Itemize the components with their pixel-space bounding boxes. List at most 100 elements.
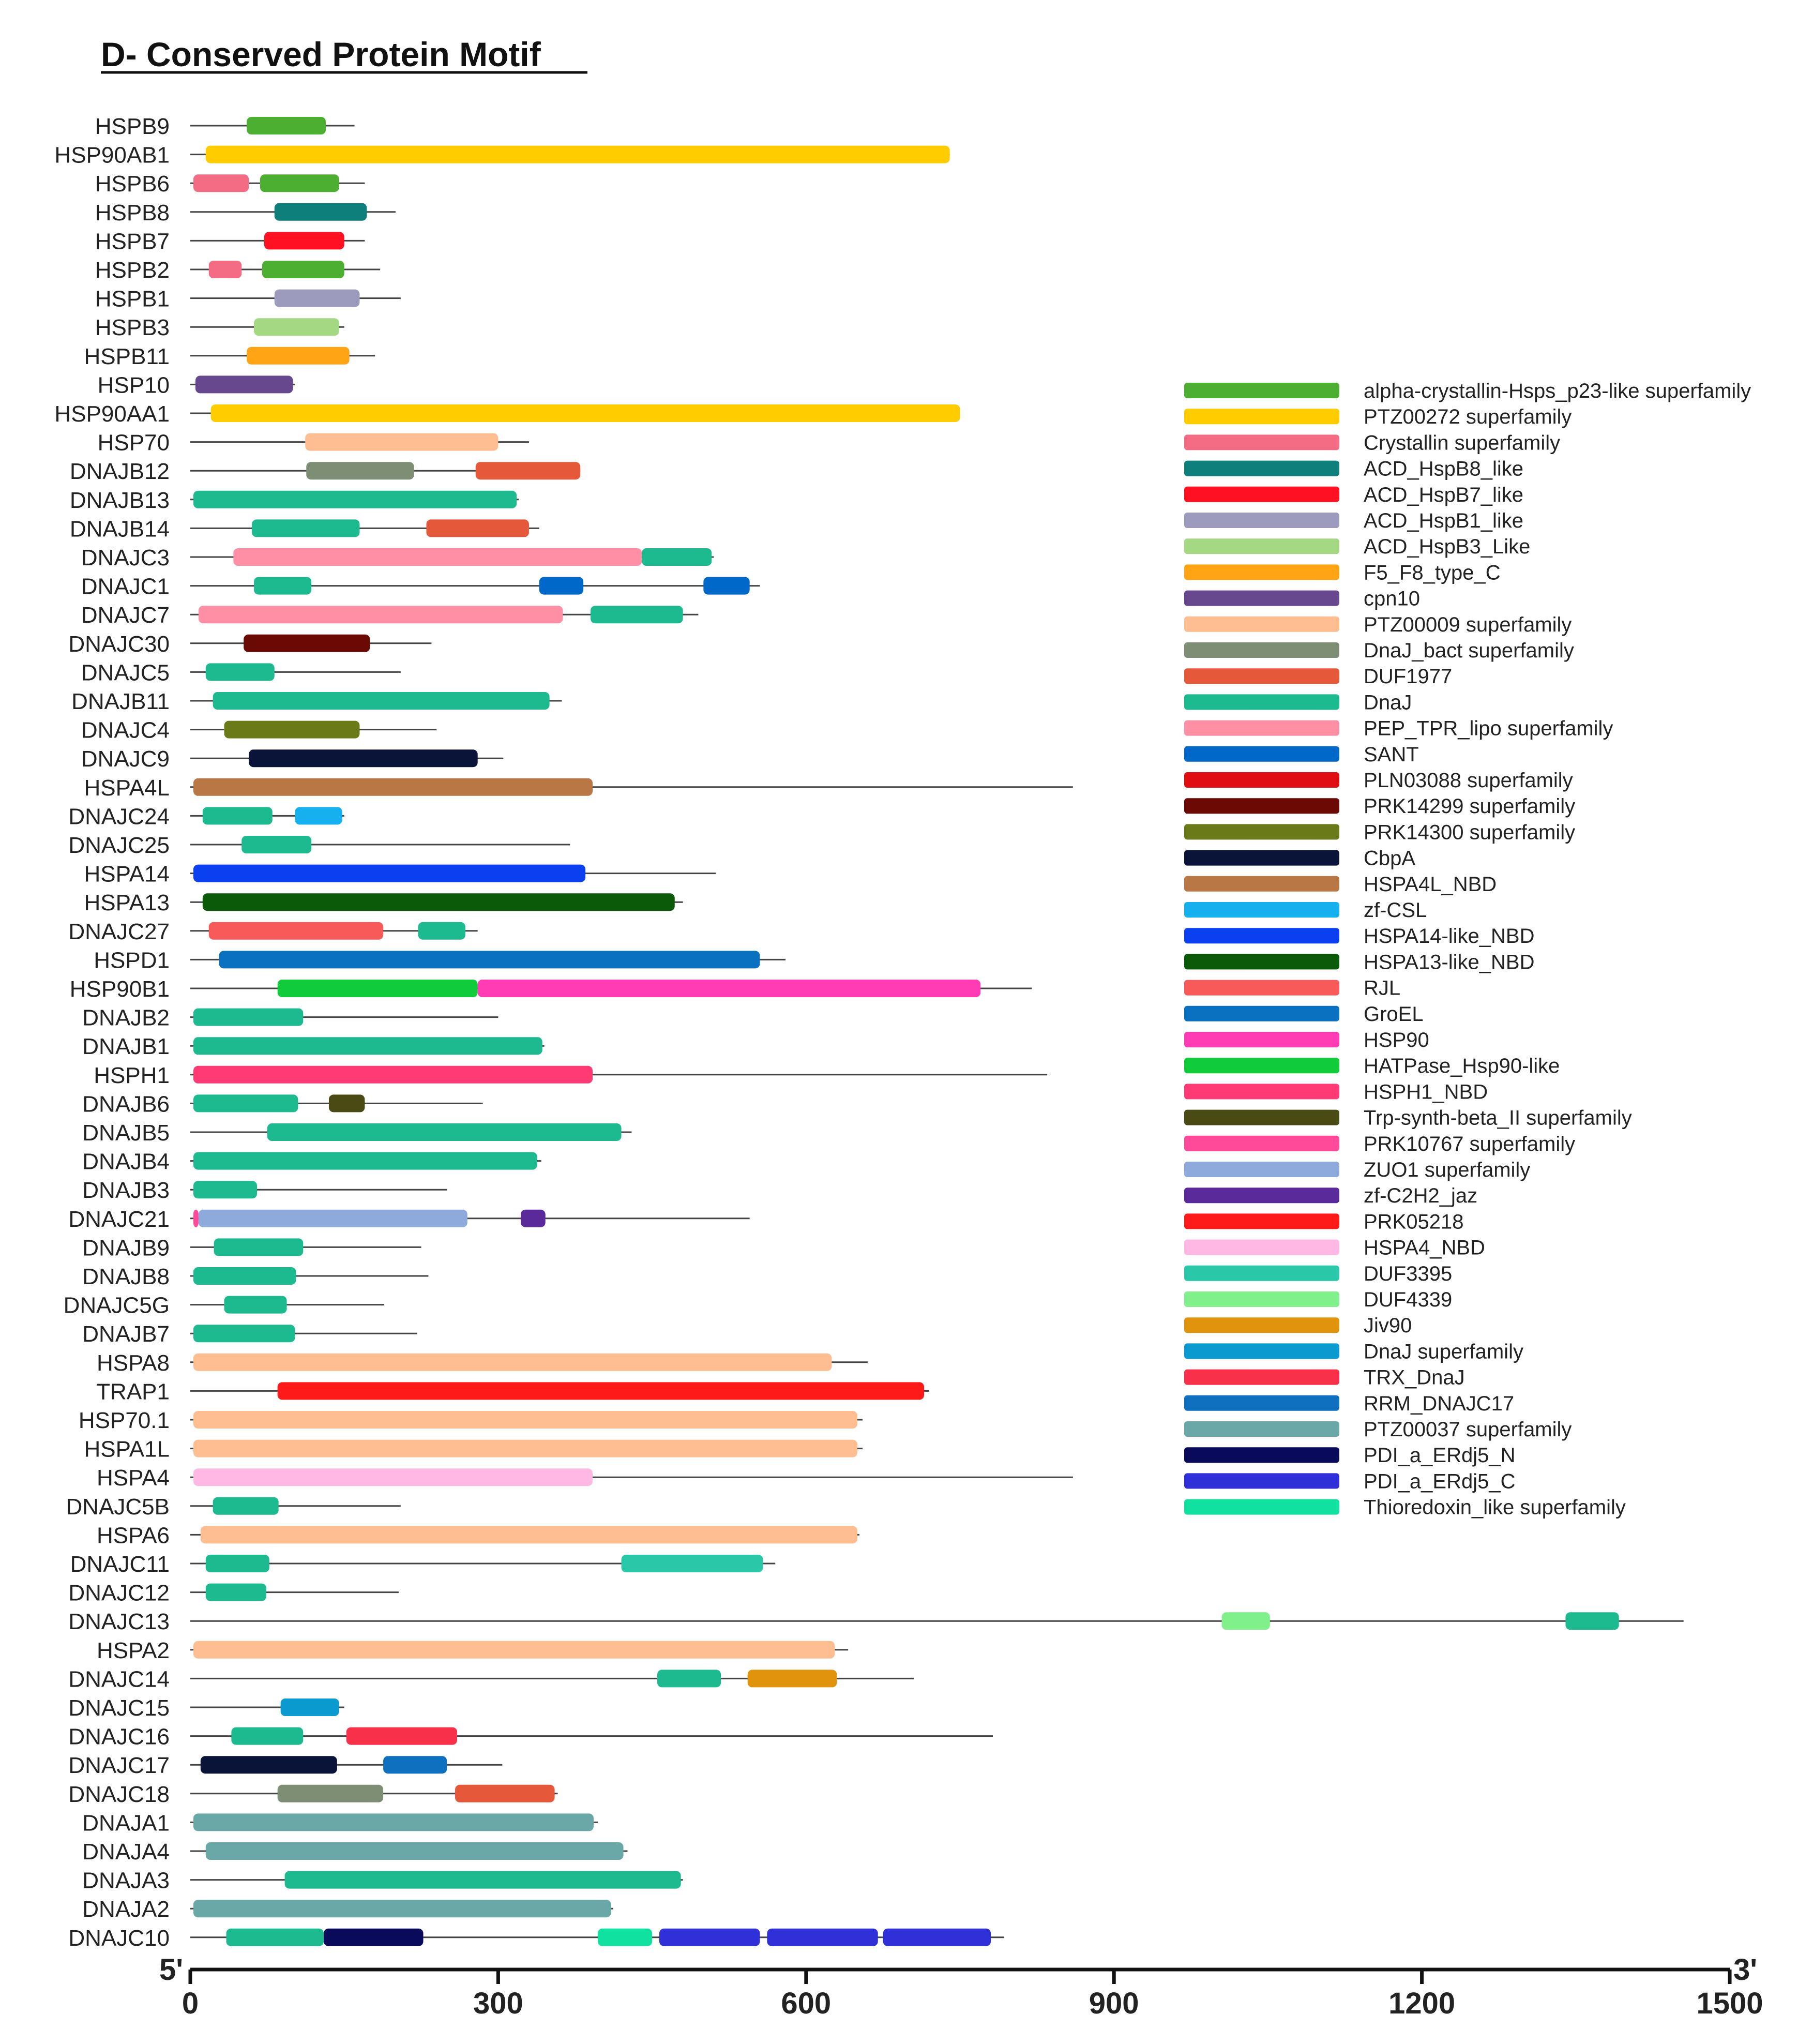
- protein-row: DNAJC12: [68, 1581, 399, 1606]
- legend-swatch: [1184, 1188, 1339, 1204]
- legend-swatch: [1184, 486, 1339, 502]
- protein-label: HSPB1: [95, 287, 170, 312]
- protein-label: HSPA6: [97, 1523, 170, 1548]
- domain-bar: [205, 663, 275, 681]
- legend-item: PTZ00009 superfamily: [1184, 613, 1572, 636]
- domain-bar: [193, 1900, 611, 1918]
- domain-bar: [193, 1411, 858, 1429]
- legend-label: DnaJ superfamily: [1364, 1340, 1523, 1363]
- domain-bar: [193, 1325, 295, 1343]
- legend-item: DUF3395: [1184, 1263, 1452, 1285]
- protein-row: TRAP1: [96, 1379, 929, 1404]
- legend-swatch: [1184, 824, 1339, 840]
- domain-bar: [305, 433, 498, 451]
- protein-label: DNAJC3: [81, 545, 170, 570]
- protein-label: DNAJC5: [81, 660, 170, 685]
- domain-bar: [198, 606, 563, 624]
- legend-item: ZUO1 superfamily: [1184, 1159, 1530, 1181]
- protein-label: HSPA8: [97, 1350, 170, 1376]
- protein-row: DNAJC13: [68, 1609, 1684, 1634]
- protein-row: DNAJC7: [81, 603, 699, 628]
- protein-label: HSP10: [98, 372, 170, 398]
- protein-label: DNAJA2: [82, 1897, 170, 1922]
- protein-label: HSPB6: [95, 171, 170, 197]
- legend-swatch: [1184, 590, 1339, 606]
- legend-label: Thioredoxin_like superfamily: [1364, 1496, 1626, 1519]
- domain-bar: [418, 922, 465, 940]
- protein-label: DNAJB9: [82, 1235, 170, 1260]
- domain-bar: [280, 1699, 339, 1716]
- domain-bar: [539, 577, 584, 595]
- protein-row: HSPA8: [97, 1350, 868, 1376]
- legend-label: CbpA: [1364, 847, 1415, 870]
- protein-label: DNAJA3: [82, 1868, 170, 1893]
- protein-label: HSP90AB1: [54, 143, 170, 168]
- domain-bar: [703, 577, 750, 595]
- legend-swatch: [1184, 1291, 1339, 1307]
- protein-row: HSPB9: [95, 114, 355, 139]
- protein-label: HSP90B1: [70, 976, 170, 1002]
- legend-label: SANT: [1364, 743, 1419, 766]
- domain-bar: [213, 1497, 279, 1515]
- protein-label: DNAJB4: [82, 1149, 170, 1175]
- domain-bar: [767, 1928, 878, 1946]
- axis-tick-label: 1200: [1388, 1987, 1455, 2020]
- legend-swatch: [1184, 1343, 1339, 1359]
- domain-bar: [193, 1439, 858, 1457]
- domain-bar: [202, 893, 675, 911]
- chart-title: D- Conserved Protein Motif: [101, 35, 541, 73]
- legend-label: HSPH1_NBD: [1364, 1080, 1488, 1103]
- legend-swatch: [1184, 746, 1339, 762]
- legend-label: PTZ00009 superfamily: [1364, 613, 1572, 636]
- legend-swatch: [1184, 1421, 1339, 1437]
- legend-label: PTZ00037 superfamily: [1364, 1418, 1572, 1441]
- domain-bar: [659, 1928, 760, 1946]
- legend-label: HSP90: [1364, 1029, 1429, 1051]
- legend-label: RRM_DNAJC17: [1364, 1392, 1514, 1415]
- protein-row: DNAJC1: [81, 574, 760, 599]
- protein-row: DNAJC5: [81, 660, 401, 685]
- legend-item: zf-C2H2_jaz: [1184, 1184, 1477, 1207]
- domain-bar: [193, 1209, 199, 1227]
- legend-label: PEP_TPR_lipo superfamily: [1364, 717, 1613, 740]
- protein-row: HSPA14: [84, 862, 716, 887]
- legend-label: RJL: [1364, 977, 1400, 1000]
- domain-bar: [195, 375, 293, 394]
- protein-row: DNAJB13: [70, 488, 519, 513]
- domain-bar: [193, 490, 517, 508]
- legend-swatch: [1184, 1317, 1339, 1333]
- domain-bar: [247, 117, 326, 134]
- protein-row: DNAJB8: [82, 1264, 429, 1289]
- protein-label: DNAJB6: [82, 1091, 170, 1117]
- legend-item: F5_F8_type_C: [1184, 561, 1501, 584]
- protein-row: HSPA4L: [84, 775, 1073, 801]
- legend-swatch: [1184, 1058, 1339, 1074]
- legend-label: ACD_HspB3_Like: [1364, 535, 1530, 558]
- protein-label: DNAJC16: [68, 1724, 170, 1750]
- protein-label: DNAJB2: [82, 1005, 170, 1031]
- protein-row: DNAJC5G: [64, 1293, 385, 1318]
- legend-label: DnaJ: [1364, 691, 1412, 714]
- domain-bar: [254, 318, 339, 336]
- domain-bar: [198, 1209, 467, 1227]
- protein-label: DNAJB13: [70, 488, 170, 513]
- legend-item: zf-CSL: [1184, 899, 1427, 922]
- domain-bar: [233, 548, 642, 566]
- legend-item: PRK14300 superfamily: [1184, 821, 1575, 844]
- domain-bar: [193, 1813, 594, 1831]
- protein-row: DNAJC25: [68, 833, 570, 858]
- axis-tick-label: 600: [781, 1987, 831, 2020]
- domain-bar: [1565, 1612, 1619, 1630]
- protein-label: DNAJB14: [70, 516, 170, 542]
- legend-swatch: [1184, 1265, 1339, 1281]
- protein-label: DNAJC17: [68, 1753, 170, 1778]
- legend-label: PDI_a_ERdj5_N: [1364, 1444, 1516, 1467]
- protein-row: DNAJB7: [82, 1321, 417, 1347]
- protein-label: HSPB2: [95, 258, 170, 283]
- domain-bar: [328, 1094, 365, 1113]
- legend-swatch: [1184, 409, 1339, 425]
- domain-bar: [426, 519, 529, 537]
- protein-label: HSPA14: [84, 862, 170, 887]
- domain-bar: [224, 1296, 287, 1314]
